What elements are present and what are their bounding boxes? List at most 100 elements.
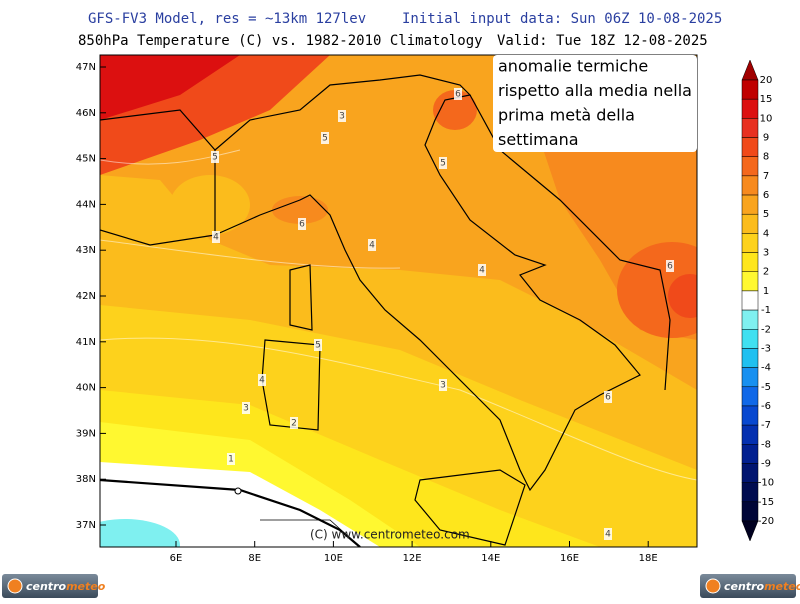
header-field: 850hPa Temperature (C) vs. 1982-2010 Cli… bbox=[78, 33, 483, 49]
colorbar-segment bbox=[741, 405, 759, 426]
logo-right: centrometeo bbox=[700, 574, 800, 598]
lat-label: 45N bbox=[76, 154, 96, 165]
lat-label: 47N bbox=[76, 62, 96, 73]
colorbar-segment bbox=[741, 482, 759, 503]
contour-label: 3 bbox=[440, 381, 446, 391]
colorbar-label: 10 bbox=[760, 113, 773, 124]
colorbar-cap bbox=[741, 520, 759, 542]
contour-label-bg bbox=[368, 239, 376, 251]
colorbar-segment bbox=[741, 213, 759, 234]
lon-label: 8E bbox=[248, 553, 261, 564]
annotation-box bbox=[493, 55, 697, 152]
colorbar-segment bbox=[741, 329, 759, 349]
contour-label: 5 bbox=[322, 134, 328, 144]
lat-label: 42N bbox=[76, 291, 96, 302]
colorbar-segment bbox=[741, 137, 759, 157]
contour-label-bg bbox=[604, 528, 612, 540]
colorbar-segment bbox=[741, 118, 759, 138]
lat-label: 43N bbox=[76, 245, 96, 256]
colorbar-label: 2 bbox=[763, 267, 769, 278]
header-init: Initial input data: Sun 06Z 10-08-2025 bbox=[402, 11, 722, 27]
colorbar-segment bbox=[741, 444, 759, 464]
logo-part2: meteo bbox=[764, 580, 800, 593]
contour-label: 4 bbox=[259, 376, 265, 386]
lon-label: 14E bbox=[481, 553, 500, 564]
lon-label: 12E bbox=[403, 553, 422, 564]
colorbar-label: 15 bbox=[760, 94, 773, 105]
lon-label: 6E bbox=[170, 553, 183, 564]
colorbar: 20 15 10 9 8 7 6 5 4 3 2 1 -1 -2 -3 -4 -5 -6 -7 -8 -9 -10 -15 -… bbox=[741, 59, 774, 542]
contour-label: 3 bbox=[339, 112, 345, 122]
contour-label: 6 bbox=[455, 90, 461, 100]
colorbar-label: -2 bbox=[761, 324, 771, 335]
colorbar-label: -10 bbox=[758, 478, 774, 489]
contour-label-bg bbox=[242, 402, 250, 414]
colorbar-label: 6 bbox=[763, 190, 769, 201]
colorbar-label: -20 bbox=[758, 516, 774, 527]
header-valid: Valid: Tue 18Z 12-08-2025 bbox=[497, 33, 708, 49]
lat-label: 44N bbox=[76, 199, 96, 210]
colorbar-segment bbox=[741, 501, 759, 522]
colorbar-segment bbox=[741, 156, 759, 177]
contour-label-bg bbox=[314, 339, 322, 351]
colorbar-label: 9 bbox=[763, 133, 769, 144]
colorbar-label: 8 bbox=[763, 152, 769, 163]
colorbar-segment bbox=[741, 309, 759, 330]
annotation: anomalie termiche rispetto alla media nel… bbox=[498, 57, 692, 150]
header-model: GFS-FV3 Model, res = ~13km 127lev bbox=[88, 11, 366, 27]
contour-label: 4 bbox=[605, 530, 611, 540]
lon-label: 10E bbox=[324, 553, 343, 564]
contour-label: 5 bbox=[315, 341, 321, 351]
colorbar-segment bbox=[741, 233, 759, 253]
contour-label-bg bbox=[212, 231, 220, 243]
colorbar-segment bbox=[741, 175, 759, 196]
colorbar-label: 20 bbox=[760, 75, 773, 86]
colorbar-segment bbox=[741, 386, 759, 407]
colorbar-label: 3 bbox=[763, 248, 769, 259]
colorbar-segment bbox=[741, 271, 759, 292]
annotation-line: anomalie termiche bbox=[498, 57, 648, 76]
contour-label-bg bbox=[666, 260, 674, 272]
credit: (C) www.centrometeo.com bbox=[310, 528, 470, 542]
annotation-line: settimana bbox=[498, 130, 579, 149]
annotation-line: prima metà della bbox=[498, 106, 635, 125]
colorbar-label: -4 bbox=[761, 363, 771, 374]
colorbar-segment bbox=[741, 98, 759, 119]
colorbar-label: -15 bbox=[758, 497, 774, 508]
contour-label-bg bbox=[258, 374, 266, 386]
colorbar-label: 4 bbox=[763, 228, 769, 239]
lat-label: 41N bbox=[76, 337, 96, 348]
colorbar-segment bbox=[741, 252, 759, 272]
colorbar-segment bbox=[741, 424, 759, 445]
colorbar-segment bbox=[741, 194, 759, 215]
logo-text: centrometeo bbox=[26, 580, 106, 593]
contour-label: 6 bbox=[299, 220, 305, 230]
contour-label-bg bbox=[321, 132, 329, 144]
logo-part1: centro bbox=[26, 580, 66, 593]
colorbar-label: -7 bbox=[761, 420, 771, 431]
colorbar-segment bbox=[741, 79, 759, 100]
contour-label-bg bbox=[290, 417, 298, 429]
contour-label: 6 bbox=[605, 393, 611, 403]
lon-label: 16E bbox=[560, 553, 579, 564]
colorbar-label: -3 bbox=[761, 343, 771, 354]
lat-label: 40N bbox=[76, 383, 96, 394]
lon-label: 18E bbox=[639, 553, 658, 564]
contour-label-bg bbox=[439, 157, 447, 169]
contour-label: 6 bbox=[667, 262, 673, 272]
lat-label: 46N bbox=[76, 108, 96, 119]
colorbar-label: -6 bbox=[761, 401, 771, 412]
contour-label: 1 bbox=[228, 455, 234, 465]
map-axes: 47N 46N 45N 44N 43N 42N 41N 40N 39N 38N 37N 6E 8E 10E… bbox=[76, 62, 658, 564]
contour-label-bg bbox=[439, 379, 447, 391]
colorbar-label: 1 bbox=[763, 286, 769, 297]
contour-label: 4 bbox=[369, 241, 375, 251]
contour-label: 2 bbox=[291, 419, 297, 429]
logo-text: centrometeo bbox=[724, 580, 800, 593]
lat-label: 39N bbox=[76, 428, 96, 439]
contour-label-bg bbox=[298, 218, 306, 230]
contour-label-bg bbox=[211, 151, 219, 163]
colorbar-cap bbox=[741, 59, 759, 81]
contour-label-bg bbox=[604, 391, 612, 403]
